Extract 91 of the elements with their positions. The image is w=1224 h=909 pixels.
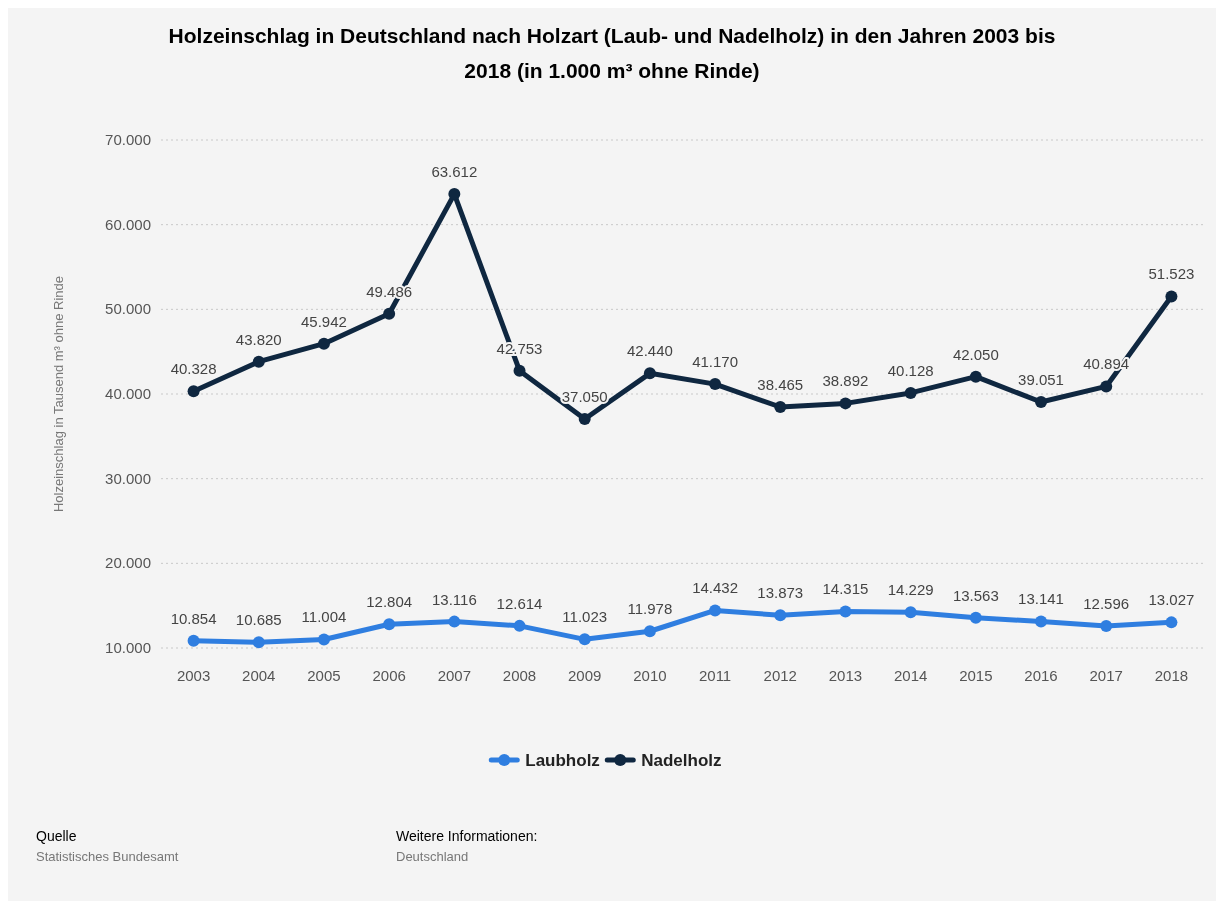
text: Weitere Informationen: <box>396 828 538 844</box>
y-tick-label: 30.000 <box>105 469 151 487</box>
y-tick-label: 60.000 <box>105 215 151 233</box>
x-tick-label: 2015 <box>959 667 993 684</box>
point <box>1035 615 1048 628</box>
x-tick-label: 2005 <box>307 667 341 684</box>
data-label: 10.854 <box>170 609 217 627</box>
point <box>448 615 461 628</box>
y-tick-label: 10.000 <box>105 639 151 656</box>
point <box>774 401 787 413</box>
data-label: 13.027 <box>1148 591 1195 609</box>
data-label: 10.685 <box>235 611 282 629</box>
point <box>709 378 722 391</box>
data-label: 13.873 <box>757 584 804 602</box>
data-label: 40.128 <box>887 361 934 379</box>
data-label: 39.051 <box>1018 371 1064 389</box>
data-label: 13.116 <box>431 590 477 608</box>
data-label: 12.614 <box>496 594 543 612</box>
point <box>904 386 917 399</box>
point <box>513 619 526 632</box>
data-label: 14.315 <box>822 580 869 598</box>
point <box>839 605 852 618</box>
data-label: 37.050 <box>561 387 608 405</box>
point <box>317 633 330 646</box>
text: Statistisches Bundesamt <box>36 849 179 864</box>
data-label: 63.612 <box>431 163 478 181</box>
point <box>969 611 982 624</box>
data-label: 12.804 <box>366 593 413 611</box>
data-label: 51.523 <box>1148 265 1195 283</box>
point <box>383 307 396 320</box>
y-tick-label: 70.000 <box>105 131 151 148</box>
data-label: 13.563 <box>952 586 999 604</box>
point <box>969 370 982 383</box>
data-label: 45.942 <box>301 312 347 330</box>
data-label: 11.023 <box>562 608 608 626</box>
x-tick-label: 2008 <box>502 667 537 684</box>
x-tick-label: 2006 <box>372 667 406 684</box>
text: Quelle <box>36 828 77 844</box>
point <box>709 604 722 617</box>
point <box>774 609 787 622</box>
chart-title: Holzeinschlag in Deutschland nach Holzart (Laub- und Nadelholz) in den Jahren 2003 bis 2018 (in 1.000 m³ ohne Rinde) <box>168 24 1056 82</box>
data-label: 11.978 <box>627 600 673 618</box>
x-tick-label: 2010 <box>633 667 667 684</box>
data-label: 43.820 <box>235 330 282 348</box>
x-tick-label: 2004 <box>242 667 276 684</box>
point <box>317 337 330 350</box>
point <box>904 606 917 619</box>
point <box>1165 616 1178 629</box>
y-tick-label: 20.000 <box>105 554 151 572</box>
data-label: 14.432 <box>692 579 739 597</box>
x-tick-label: 2003 <box>176 667 211 684</box>
x-tick-label: 2013 <box>828 667 863 684</box>
point <box>578 633 591 646</box>
x-tick-label: 2009 <box>568 667 602 684</box>
point <box>187 385 200 398</box>
point <box>187 634 200 647</box>
legend-label: Nadelholz <box>641 751 722 770</box>
point <box>1035 396 1048 409</box>
point <box>1165 290 1178 303</box>
legend-label: Laubholz <box>525 751 600 770</box>
y-axis-title: Holzeinschlag in Tausend m³ ohne Rinde <box>51 275 66 513</box>
x-tick-label: 2012 <box>763 667 797 684</box>
x-tick-label: 2007 <box>437 667 472 684</box>
x-tick-label: 2016 <box>1024 667 1058 684</box>
point <box>513 364 526 377</box>
point <box>1100 620 1113 633</box>
point <box>252 636 265 649</box>
point <box>252 355 265 368</box>
data-label: 38.465 <box>757 376 804 393</box>
point <box>383 618 396 631</box>
data-label: 41.170 <box>692 353 739 371</box>
point <box>839 397 852 410</box>
data-label: 11.004 <box>301 608 347 626</box>
point <box>578 412 591 425</box>
data-label: 14.229 <box>887 581 934 599</box>
data-label: 42.440 <box>626 342 673 360</box>
point <box>643 367 656 380</box>
x-tick-label: 2017 <box>1089 667 1123 684</box>
point <box>1100 380 1113 393</box>
x-tick-label: 2018 <box>1154 667 1189 684</box>
x-tick-label: 2011 <box>698 667 732 684</box>
data-label: 38.892 <box>822 372 869 390</box>
data-label: 42.050 <box>952 345 999 363</box>
data-label: 12.596 <box>1083 595 1130 613</box>
data-label: 40.328 <box>170 360 217 378</box>
x-tick-label: 2014 <box>893 667 928 684</box>
y-tick-label: 50.000 <box>105 300 151 318</box>
y-tick-label: 40.000 <box>105 385 151 402</box>
data-label: 13.141 <box>1018 590 1064 608</box>
text: Deutschland <box>396 849 469 864</box>
point <box>643 625 656 638</box>
